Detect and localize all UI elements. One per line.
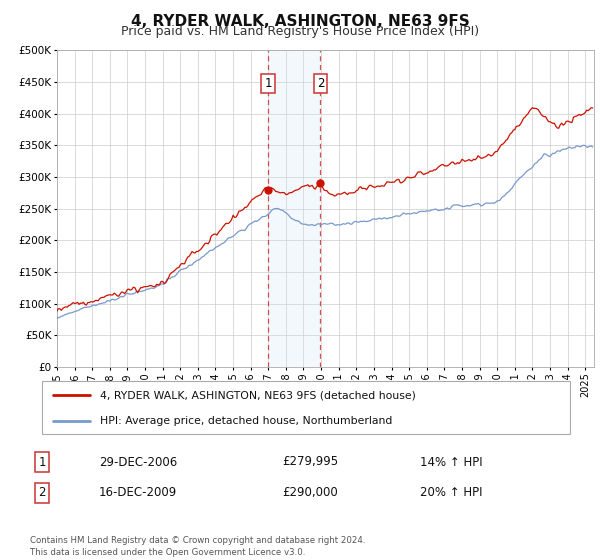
Text: £279,995: £279,995	[282, 455, 338, 469]
Text: 4, RYDER WALK, ASHINGTON, NE63 9FS (detached house): 4, RYDER WALK, ASHINGTON, NE63 9FS (deta…	[100, 390, 416, 400]
Text: 16-DEC-2009: 16-DEC-2009	[99, 486, 177, 500]
Text: 2: 2	[317, 77, 324, 90]
Text: 2: 2	[38, 486, 46, 500]
Text: 20% ↑ HPI: 20% ↑ HPI	[420, 486, 482, 500]
Text: HPI: Average price, detached house, Northumberland: HPI: Average price, detached house, Nort…	[100, 416, 392, 426]
Text: 14% ↑ HPI: 14% ↑ HPI	[420, 455, 482, 469]
Text: 29-DEC-2006: 29-DEC-2006	[99, 455, 177, 469]
Text: 1: 1	[265, 77, 272, 90]
Text: £290,000: £290,000	[282, 486, 338, 500]
Text: Contains HM Land Registry data © Crown copyright and database right 2024.
This d: Contains HM Land Registry data © Crown c…	[30, 536, 365, 557]
Bar	[268, 50, 320, 367]
Text: 4, RYDER WALK, ASHINGTON, NE63 9FS: 4, RYDER WALK, ASHINGTON, NE63 9FS	[131, 14, 469, 29]
Text: 1: 1	[38, 455, 46, 469]
Text: Price paid vs. HM Land Registry's House Price Index (HPI): Price paid vs. HM Land Registry's House …	[121, 25, 479, 38]
